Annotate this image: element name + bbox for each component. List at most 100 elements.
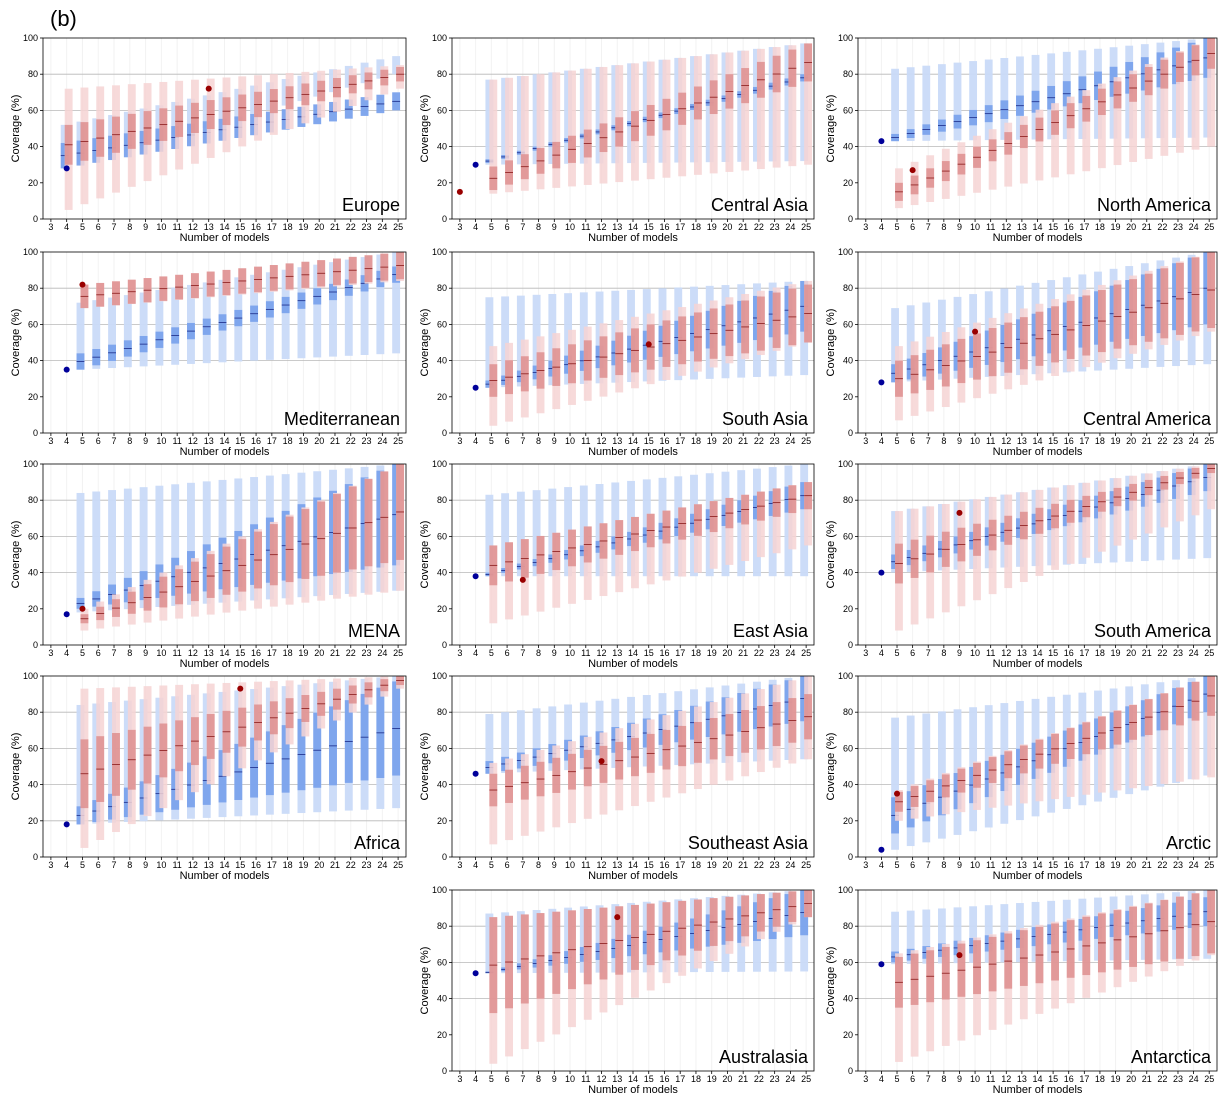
y-tick-label: 20 — [843, 816, 853, 826]
x-tick-label: 19 — [1111, 436, 1121, 446]
blue-range-bar — [360, 257, 369, 355]
blue-range-bar — [501, 493, 510, 577]
x-tick-label: 4 — [473, 1074, 478, 1084]
blue-range-bar — [313, 72, 322, 97]
red-range-bar — [1191, 44, 1200, 150]
red-range-bar — [756, 491, 765, 558]
blue-range-bar — [891, 308, 899, 383]
x-tick-label: 25 — [1204, 222, 1214, 232]
y-axis-label: Coverage (%) — [825, 947, 837, 1015]
y-tick-label: 80 — [843, 495, 853, 505]
x-tick-label: 4 — [879, 222, 884, 232]
x-tick-label: 12 — [188, 860, 198, 870]
red-range-bar — [552, 72, 561, 188]
blue-range-bar — [532, 294, 541, 386]
x-tick-label: 9 — [552, 1074, 557, 1084]
blue-dot — [472, 573, 479, 580]
red-range-bar — [725, 497, 734, 565]
x-tick-label: 3 — [48, 860, 53, 870]
blue-dot — [63, 366, 70, 373]
y-tick-label: 20 — [28, 816, 38, 826]
x-tick-label: 20 — [722, 436, 732, 446]
x-tick-label: 12 — [597, 1074, 607, 1084]
red-range-bar — [1066, 727, 1075, 797]
red-range-bar — [1082, 482, 1091, 558]
y-tick-label: 0 — [442, 214, 447, 224]
red-dot — [456, 188, 463, 195]
x-tick-label: 5 — [895, 648, 900, 658]
x-tick-label: 8 — [536, 648, 541, 658]
x-tick-label: 8 — [127, 648, 132, 658]
blue-range-bar — [891, 717, 899, 850]
red-range-bar — [1176, 687, 1184, 782]
x-tick-label: 9 — [143, 648, 148, 658]
blue-range-bar — [891, 911, 899, 965]
blue-range-bar — [155, 697, 164, 821]
x-tick-label: 9 — [552, 222, 557, 232]
blue-range-bar — [564, 704, 573, 771]
x-tick-label: 12 — [188, 436, 198, 446]
x-tick-label: 25 — [393, 860, 403, 870]
red-range-bar — [772, 47, 781, 168]
region-name: Southeast Asia — [688, 833, 809, 853]
x-tick-label: 23 — [770, 436, 780, 446]
red-range-bar — [646, 513, 655, 585]
x-tick-label: 15 — [235, 860, 245, 870]
red-range-bar — [1035, 738, 1044, 802]
x-tick-label: 22 — [346, 436, 356, 446]
x-tick-label: 3 — [863, 860, 868, 870]
y-tick-label: 20 — [28, 178, 38, 188]
x-tick-label: 15 — [644, 1074, 654, 1084]
x-tick-label: 21 — [330, 436, 340, 446]
blue-range-bar — [329, 262, 337, 357]
red-dot — [956, 952, 963, 959]
x-tick-label: 22 — [1157, 648, 1167, 658]
panel-africa: 0 20 40 60 80 100 3 4 5 6 7 8 9 10 11 12 13 14 15 16 17 18 19 2… — [10, 671, 407, 882]
x-tick-label: 8 — [941, 436, 946, 446]
red-range-bar — [1051, 487, 1059, 570]
red-dot — [598, 758, 605, 765]
blue-range-bar — [953, 62, 962, 141]
x-tick-label: 18 — [283, 648, 293, 658]
y-tick-label: 60 — [843, 743, 853, 753]
x-tick-label: 18 — [283, 860, 293, 870]
blue-range-bar — [579, 906, 588, 973]
x-tick-label: 10 — [970, 1074, 980, 1084]
y-tick-label: 60 — [843, 319, 853, 329]
x-tick-label: 10 — [565, 860, 575, 870]
blue-range-bar — [297, 267, 306, 359]
x-tick-label: 20 — [314, 860, 324, 870]
region-name: Central Asia — [711, 195, 809, 215]
x-tick-label: 25 — [1204, 860, 1214, 870]
x-tick-label: 12 — [188, 222, 198, 232]
y-tick-label: 40 — [28, 142, 38, 152]
x-tick-label: 11 — [172, 860, 181, 870]
x-tick-label: 11 — [172, 222, 181, 232]
y-tick-label: 60 — [843, 105, 853, 115]
x-tick-label: 25 — [1204, 648, 1214, 658]
x-tick-label: 18 — [691, 436, 701, 446]
x-tick-label: 24 — [377, 222, 387, 232]
x-tick-label: 9 — [957, 648, 962, 658]
y-tick-label: 20 — [437, 392, 447, 402]
x-tick-label: 20 — [314, 222, 324, 232]
red-range-bar — [1160, 693, 1169, 784]
region-name: Australasia — [719, 1047, 809, 1067]
x-tick-label: 13 — [204, 436, 214, 446]
x-tick-label: 9 — [957, 860, 962, 870]
x-axis-label: Number of models — [588, 1084, 678, 1096]
blue-range-bar — [1187, 466, 1196, 559]
blue-range-bar — [548, 908, 557, 973]
red-dot — [909, 167, 916, 174]
x-tick-label: 24 — [785, 1074, 795, 1084]
x-tick-label: 12 — [597, 436, 607, 446]
y-axis-label: Coverage (%) — [10, 733, 22, 801]
x-tick-label: 13 — [612, 648, 622, 658]
x-tick-label: 11 — [172, 436, 181, 446]
x-tick-label: 25 — [1204, 436, 1214, 446]
x-tick-label: 21 — [330, 648, 340, 658]
x-tick-label: 22 — [754, 1074, 764, 1084]
x-tick-label: 8 — [941, 1074, 946, 1084]
x-tick-label: 7 — [926, 860, 931, 870]
y-tick-label: 40 — [28, 568, 38, 578]
